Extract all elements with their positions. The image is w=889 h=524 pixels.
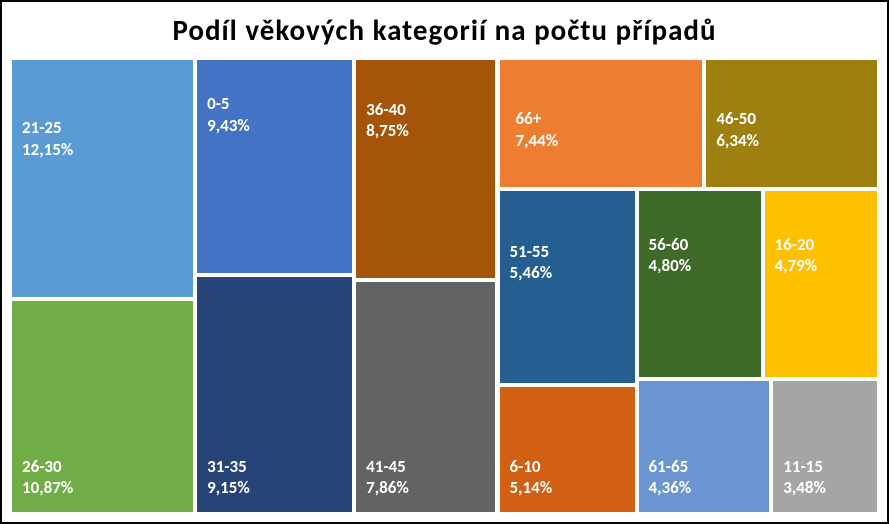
cell-label: 46-506,34% — [716, 108, 759, 151]
treemap-cell: 66+7,44% — [498, 58, 705, 189]
cell-value: 7,44% — [516, 130, 559, 151]
cell-label: 0-59,43% — [207, 93, 250, 136]
cell-category: 16-20 — [775, 234, 818, 255]
cell-label: 51-555,46% — [510, 241, 553, 284]
treemap-cell: 46-506,34% — [704, 58, 879, 189]
cell-label: 26-3010,87% — [22, 456, 73, 499]
treemap-cell: 56-604,80% — [637, 189, 763, 378]
treemap-cell: 36-408,75% — [354, 58, 497, 280]
treemap-cell: 61-654,36% — [637, 379, 772, 514]
cell-category: 6-10 — [510, 456, 553, 477]
cell-value: 8,75% — [366, 120, 409, 141]
treemap-cell: 21-2512,15% — [10, 58, 195, 299]
cell-value: 9,43% — [207, 115, 250, 136]
cell-category: 41-45 — [366, 456, 409, 477]
cell-category: 66+ — [516, 108, 559, 129]
cell-label: 16-204,79% — [775, 234, 818, 277]
cell-label: 21-2512,15% — [22, 117, 73, 160]
cell-label: 66+7,44% — [516, 108, 559, 151]
cell-value: 10,87% — [22, 477, 73, 498]
cell-value: 12,15% — [22, 139, 73, 160]
treemap-area: 21-2512,15% 26-3010,87% 0-59,43% 31-359,15%… — [10, 58, 879, 514]
cell-value: 5,14% — [510, 477, 553, 498]
cell-value: 4,36% — [649, 477, 692, 498]
cell-category: 61-65 — [649, 456, 692, 477]
cell-category: 26-30 — [22, 456, 73, 477]
cell-value: 4,80% — [649, 255, 692, 276]
treemap-cell: 31-359,15% — [195, 275, 354, 514]
cell-label: 11-153,48% — [783, 456, 826, 499]
cell-label: 61-654,36% — [649, 456, 692, 499]
cell-category: 31-35 — [207, 456, 250, 477]
chart-title: Podíl věkových kategorií na počtu případ… — [2, 2, 887, 56]
cell-value: 9,15% — [207, 477, 250, 498]
treemap-cell: 51-555,46% — [498, 189, 637, 385]
cell-value: 5,46% — [510, 262, 553, 283]
cell-category: 51-55 — [510, 241, 553, 262]
cell-label: 41-457,86% — [366, 456, 409, 499]
cell-value: 4,79% — [775, 255, 818, 276]
cell-label: 31-359,15% — [207, 456, 250, 499]
cell-value: 3,48% — [783, 477, 826, 498]
cell-label: 6-105,14% — [510, 456, 553, 499]
treemap-cell: 11-153,48% — [771, 379, 879, 514]
treemap-cell: 26-3010,87% — [10, 299, 195, 514]
cell-category: 36-40 — [366, 99, 409, 120]
cell-value: 7,86% — [366, 477, 409, 498]
treemap-cell: 16-204,79% — [763, 189, 879, 378]
cell-category: 56-60 — [649, 234, 692, 255]
treemap-cell: 41-457,86% — [354, 280, 497, 514]
cell-category: 21-25 — [22, 117, 73, 138]
cell-category: 0-5 — [207, 93, 250, 114]
cell-category: 11-15 — [783, 456, 826, 477]
treemap-cell: 6-105,14% — [498, 385, 637, 514]
treemap-chart: Podíl věkových kategorií na počtu případ… — [0, 0, 889, 524]
cell-category: 46-50 — [716, 108, 759, 129]
cell-label: 36-408,75% — [366, 99, 409, 142]
treemap-cell: 0-59,43% — [195, 58, 354, 275]
cell-value: 6,34% — [716, 130, 759, 151]
cell-label: 56-604,80% — [649, 234, 692, 277]
